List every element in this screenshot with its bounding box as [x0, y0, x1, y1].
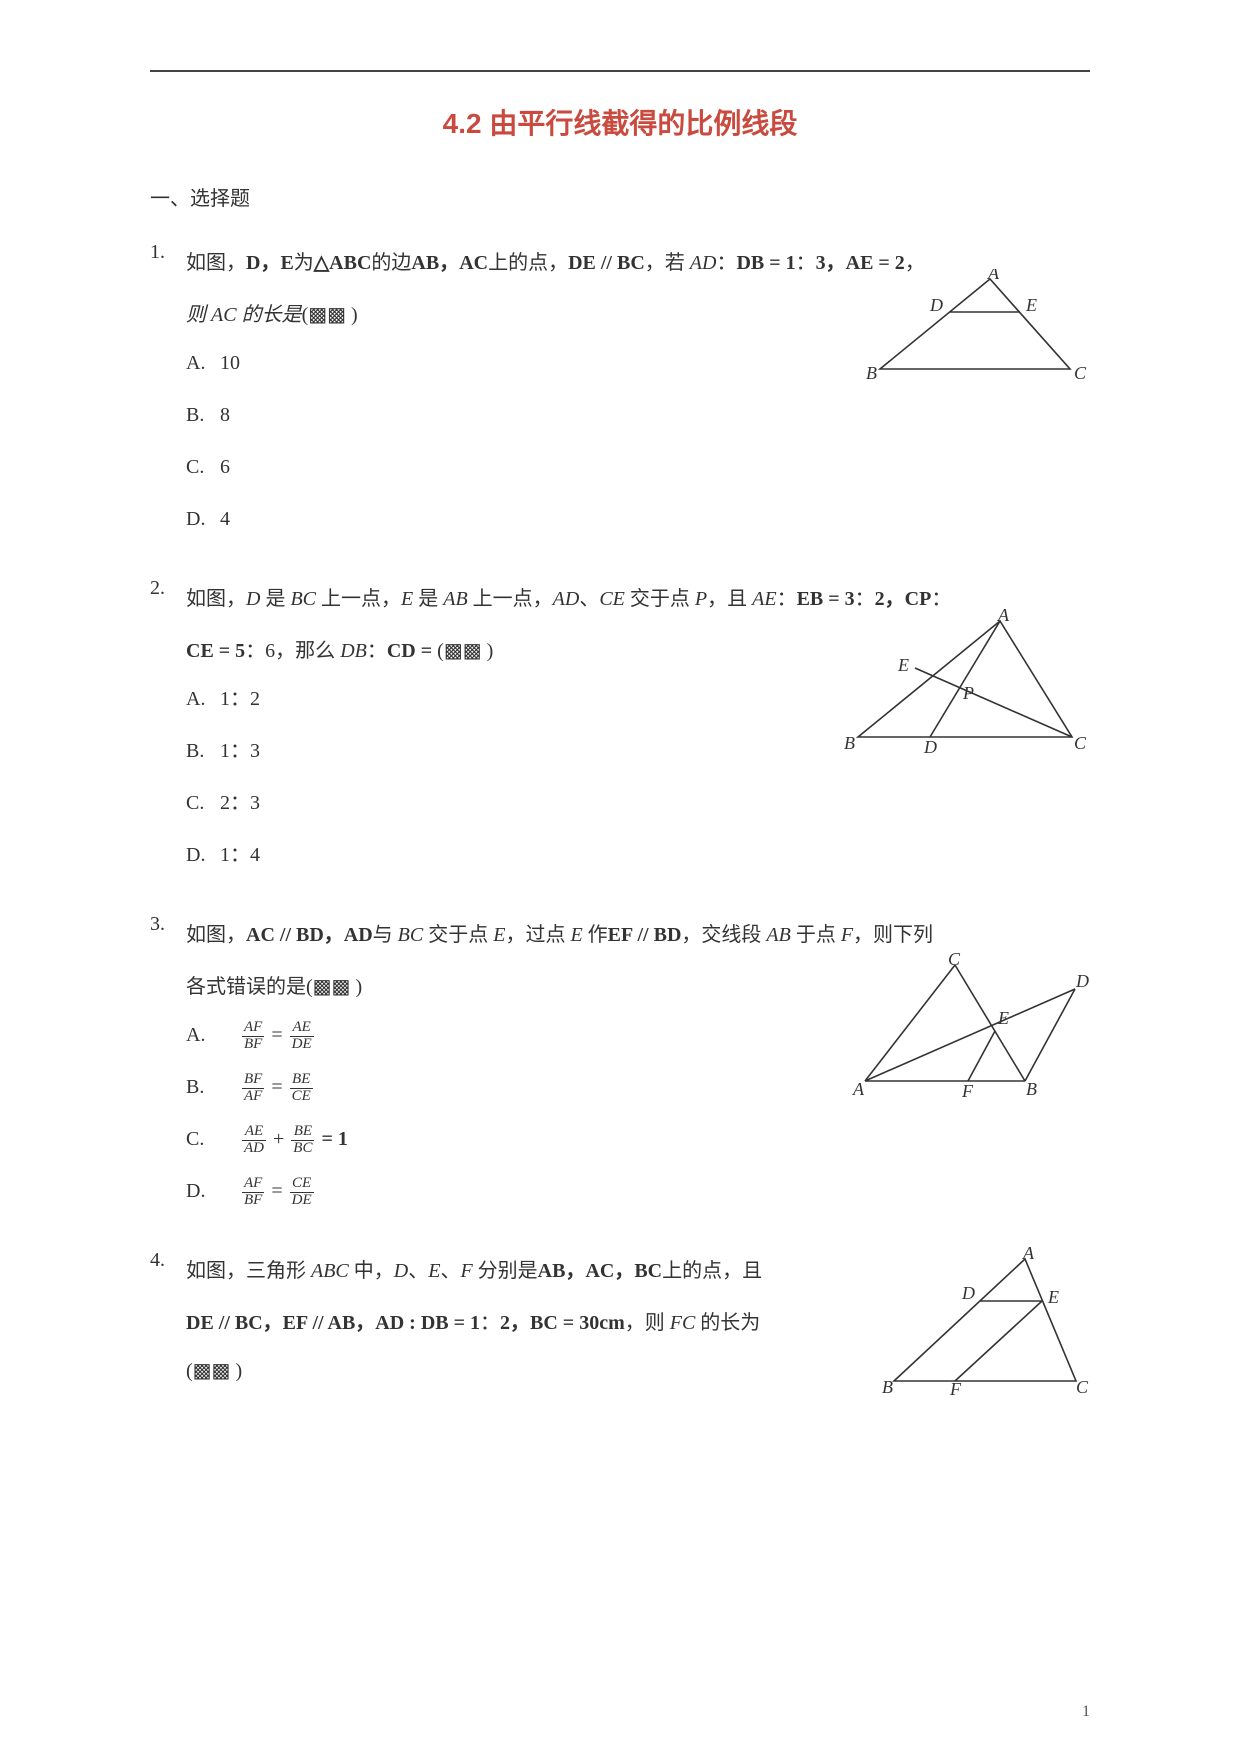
q4-figure: A B C D E F	[880, 1247, 1090, 1402]
q1-opt-C: C.6	[186, 443, 1090, 491]
q1-opt-B: B.8	[186, 391, 1090, 439]
q2-opt-D: D.1：4	[186, 831, 1090, 879]
svg-text:D: D	[923, 737, 937, 757]
q3-opt: D. AFBF = CEDE	[186, 1167, 1090, 1215]
top-rule	[150, 70, 1090, 72]
svg-text:A: A	[997, 609, 1010, 625]
question-3: A B C D E F 3. 如图，AC // BD，AD与 BC 交于点 E，…	[150, 911, 1090, 1219]
q2-num: 2.	[150, 575, 186, 883]
label-B: B	[866, 363, 877, 383]
triangle-icon: A D E B C	[860, 269, 1090, 389]
triangle-cevians-icon: A B C D E P	[840, 609, 1090, 759]
triangle-de-ef-icon: A B C D E F	[880, 1247, 1090, 1397]
q2-opt-C: C.2：3	[186, 779, 1090, 827]
question-2: A B C D E P 2. 如图，D 是 BC 上一点，E 是 AB 上一点，…	[150, 575, 1090, 883]
label-D: D	[929, 295, 943, 315]
svg-text:B: B	[882, 1377, 893, 1397]
svg-text:A: A	[852, 1079, 865, 1099]
svg-text:E: E	[997, 1008, 1009, 1028]
svg-text:C: C	[1076, 1377, 1089, 1397]
svg-text:B: B	[844, 733, 855, 753]
page-number: 1	[1082, 1703, 1090, 1721]
parallels-cross-icon: A B C D E F	[850, 951, 1090, 1101]
page: 4.2 由平行线截得的比例线段 一、选择题 A D E B C 1.	[0, 0, 1240, 1753]
q3-num: 3.	[150, 911, 186, 1219]
section-heading: 一、选择题	[150, 182, 1090, 211]
svg-text:E: E	[1047, 1287, 1059, 1307]
q4-stem: 如图，三角形 ABC 中，D、E、F 分别是AB，AC，BC上的点，且	[186, 1247, 870, 1295]
svg-text:F: F	[949, 1379, 962, 1397]
q1-figure: A D E B C	[860, 269, 1090, 394]
label-A: A	[987, 269, 1000, 283]
svg-text:B: B	[1026, 1079, 1037, 1099]
svg-text:E: E	[897, 655, 909, 675]
q2-figure: A B C D E P	[840, 609, 1090, 764]
q1-num: 1.	[150, 239, 186, 547]
label-C: C	[1074, 363, 1087, 383]
svg-text:D: D	[961, 1283, 975, 1303]
q1-opt-D: D.4	[186, 495, 1090, 543]
question-1: A D E B C 1. 如图，D，E为△ABC的边AB，AC上的点，DE //…	[150, 239, 1090, 547]
label-E: E	[1025, 295, 1037, 315]
svg-text:A: A	[1022, 1247, 1035, 1263]
q4-stem-line2: DE // BC，EF // AB，AD : DB = 1：2，BC = 30c…	[186, 1299, 870, 1347]
svg-text:C: C	[948, 951, 961, 969]
q3-opt: C. AEAD + BEBC = 1	[186, 1115, 1090, 1163]
question-4: A B C D E F 4. 如图，三角形 ABC 中，D、E、F 分别是AB，…	[150, 1247, 1090, 1395]
svg-text:C: C	[1074, 733, 1087, 753]
svg-text:F: F	[961, 1081, 974, 1101]
q3-figure: A B C D E F	[850, 951, 1090, 1106]
q4-stem-tail: (▩▩ )	[186, 1347, 870, 1395]
svg-text:D: D	[1075, 971, 1089, 991]
q4-num: 4.	[150, 1247, 186, 1395]
svg-text:P: P	[962, 683, 974, 703]
page-title: 4.2 由平行线截得的比例线段	[150, 102, 1090, 142]
blank-paren: (▩▩ )	[302, 304, 358, 326]
